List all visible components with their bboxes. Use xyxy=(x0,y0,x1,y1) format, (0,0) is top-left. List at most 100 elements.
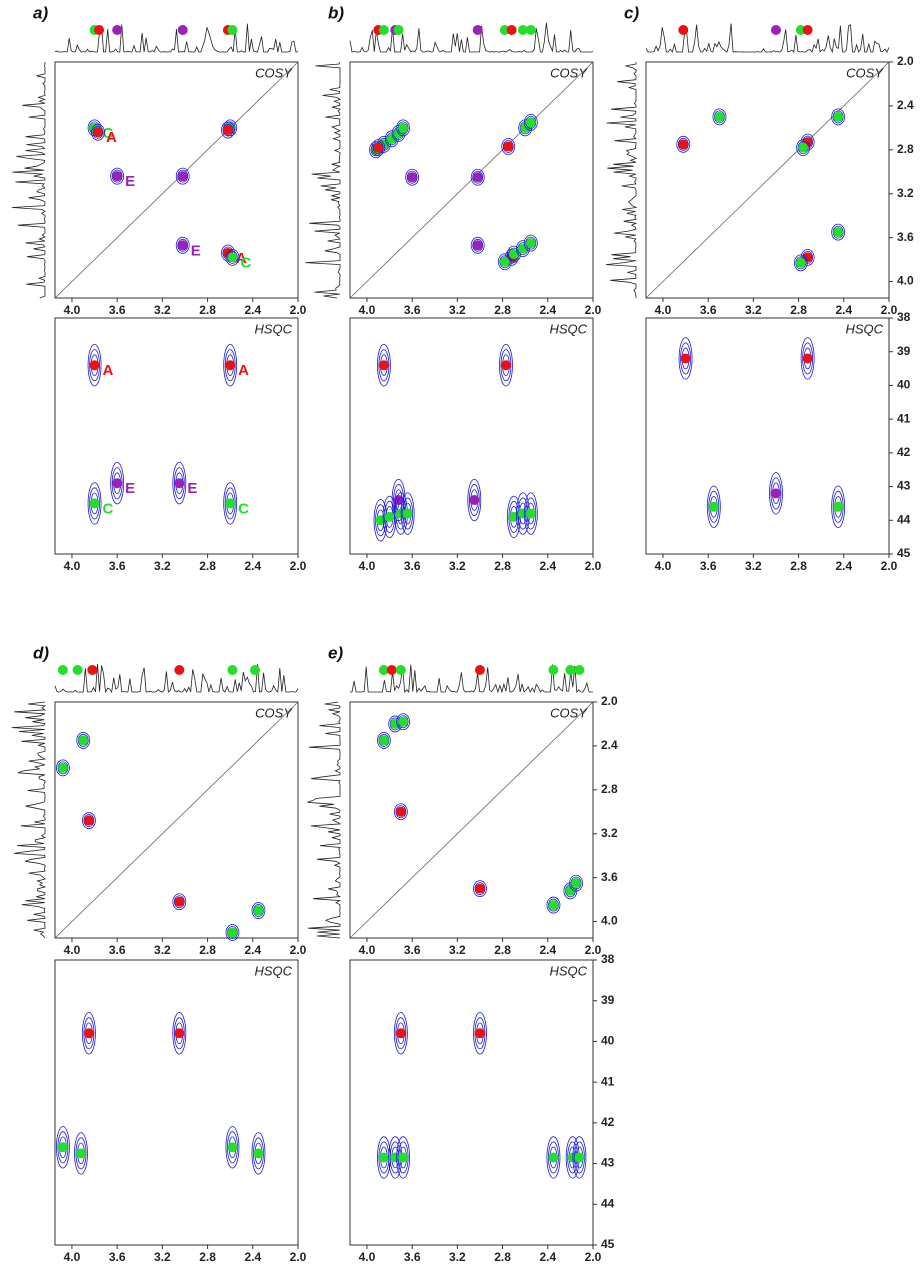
cross-peak xyxy=(833,501,844,512)
cross-peak xyxy=(525,238,536,249)
cross-peak xyxy=(398,122,409,133)
top-peak-marker xyxy=(565,665,576,675)
x-tick-label: 2.8 xyxy=(494,1250,511,1264)
y-tick-label: 38 xyxy=(601,952,615,966)
top-spectrum xyxy=(349,22,594,53)
contour xyxy=(831,485,846,528)
cross-peak xyxy=(227,927,238,938)
panel-label: c) xyxy=(624,3,639,22)
y-tick-label: 45 xyxy=(897,546,911,560)
x-tick-label: 3.2 xyxy=(449,303,466,317)
contour xyxy=(371,139,386,157)
x-tick-label: 4.0 xyxy=(655,303,672,317)
top-spectrum xyxy=(54,663,299,694)
cross-peak xyxy=(500,360,511,371)
cross-peak xyxy=(402,508,413,519)
hsqc-frame xyxy=(349,317,594,555)
x-tick-label: 2.8 xyxy=(199,303,216,317)
cross-peak xyxy=(373,142,384,153)
x-tick-label: 4.0 xyxy=(359,559,376,573)
x-tick-label: 3.2 xyxy=(154,559,171,573)
cross-peak xyxy=(174,1028,185,1039)
y-tick-label: 45 xyxy=(601,1237,615,1251)
contour xyxy=(223,482,238,525)
x-tick-label: 2.4 xyxy=(244,559,261,573)
top-peak-marker xyxy=(227,665,238,675)
contour xyxy=(518,119,533,137)
contour xyxy=(396,1136,411,1179)
x-tick-label: 2.4 xyxy=(835,559,852,573)
y-tick-label: 4.0 xyxy=(897,274,914,288)
panel: c) COSY 4.0 3.6 3.2 2.8 2.4 2.0 2.0 2.4 2.8 3.2 3.6 4… xyxy=(605,3,914,573)
cross-peak xyxy=(714,111,725,122)
contour xyxy=(769,472,783,515)
x-tick-label: 3.6 xyxy=(109,559,126,573)
contour xyxy=(56,1126,70,1169)
panel: b) COSY 4.0 3.6 3.2 2.8 2.4 2.0 HSQC 4.0 3.6 3.2 2.8… xyxy=(305,3,602,573)
cross-peak xyxy=(378,1152,389,1163)
cross-peak xyxy=(57,762,68,773)
top-peak-marker xyxy=(378,25,389,35)
cross-peak xyxy=(75,1148,86,1159)
cross-peak xyxy=(112,171,123,182)
contour xyxy=(796,139,811,157)
contour xyxy=(499,344,513,387)
x-tick-label: 2.8 xyxy=(494,303,511,317)
hsqc-frame xyxy=(54,959,299,1246)
cross-peak xyxy=(708,501,719,512)
top-peak-marker xyxy=(378,665,389,675)
y-tick-label: 43 xyxy=(601,1156,615,1170)
top-peak-marker xyxy=(94,25,105,35)
cross-peak xyxy=(384,511,395,522)
y-tick-label: 3.6 xyxy=(601,870,618,884)
x-tick-label: 2.0 xyxy=(290,303,307,317)
y-tick-label: 2.0 xyxy=(601,694,618,708)
contour xyxy=(831,108,846,126)
x-tick-label: 3.2 xyxy=(449,559,466,573)
cross-peak xyxy=(499,256,510,267)
cross-peak xyxy=(89,498,100,509)
top-peak-marker xyxy=(802,25,813,35)
cross-peak xyxy=(571,878,582,889)
cross-peak xyxy=(227,252,238,263)
contour xyxy=(523,492,538,535)
x-tick-label: 2.4 xyxy=(539,303,556,317)
top-peak-marker xyxy=(770,25,781,35)
top-peak-marker xyxy=(250,665,261,675)
cross-peak xyxy=(378,360,389,371)
y-tick-label: 43 xyxy=(897,479,911,493)
cross-peak xyxy=(833,227,844,238)
cosy-label: COSY xyxy=(550,65,588,80)
contour xyxy=(225,248,240,266)
cross-peak xyxy=(517,243,528,254)
x-tick-label: 3.6 xyxy=(700,303,717,317)
contour xyxy=(76,732,91,749)
x-tick-label: 2.4 xyxy=(244,1250,261,1264)
cross-peak xyxy=(398,1152,409,1163)
x-tick-label: 4.0 xyxy=(359,943,376,957)
cross-peak xyxy=(253,1148,264,1159)
x-tick-label: 3.6 xyxy=(404,303,421,317)
hsqc-label: HSQC xyxy=(549,321,587,336)
contour xyxy=(221,121,235,139)
contour xyxy=(523,113,538,131)
y-tick-label: 39 xyxy=(897,344,911,358)
top-peak-marker xyxy=(174,665,185,675)
peak-label: E xyxy=(187,480,197,497)
cosy-frame xyxy=(54,61,299,299)
y-tick-label: 39 xyxy=(601,993,615,1007)
cross-peak xyxy=(83,815,94,826)
top-peak-marker xyxy=(506,25,517,35)
top-peak-marker xyxy=(87,665,98,675)
contour xyxy=(800,337,815,380)
x-tick-label: 2.4 xyxy=(835,303,852,317)
cross-peak xyxy=(503,141,514,152)
cross-peak xyxy=(833,111,844,122)
peak-label: C xyxy=(103,125,114,142)
cross-peak xyxy=(678,139,689,150)
contour xyxy=(470,168,485,186)
contour xyxy=(87,482,102,525)
top-peak-marker xyxy=(72,665,83,675)
peak-label: C xyxy=(103,500,114,517)
